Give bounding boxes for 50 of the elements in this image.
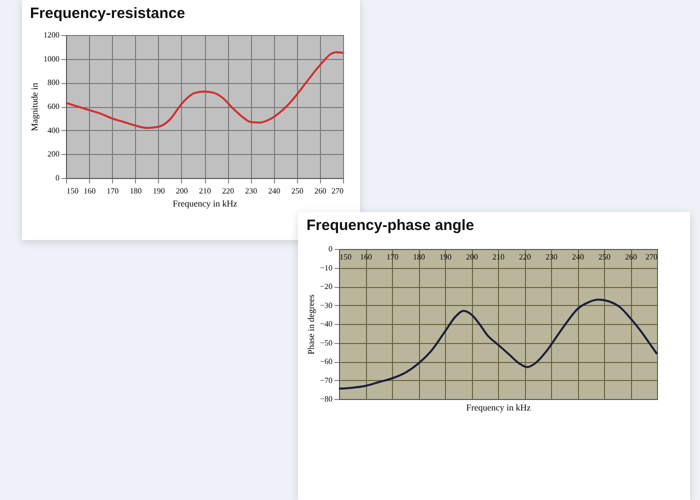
x-tick-label: 250	[598, 252, 610, 262]
y-tick-label: 0	[328, 244, 332, 254]
x-tick-label: 250	[291, 186, 304, 196]
x-tick-label: 240	[572, 252, 584, 262]
y-tick-label: −50	[320, 338, 332, 348]
x-tick-label: 220	[222, 186, 234, 196]
y-tick-label: −20	[320, 282, 332, 291]
y-tick-label: 200	[48, 150, 60, 159]
x-tick-label: 190	[152, 186, 165, 196]
x-tick-label: 270	[646, 252, 658, 262]
x-tick-label: 210	[492, 252, 504, 262]
x-tick-label: 190	[440, 252, 452, 262]
chart-title: Frequency-phase angle	[306, 217, 474, 234]
line-series	[65, 51, 344, 129]
x-axis-title: Frequency in kHz	[466, 402, 531, 412]
x-tick-label: 160	[360, 252, 372, 262]
x-tick-label: 160	[84, 186, 96, 196]
x-tick-label: 180	[130, 186, 142, 196]
y-tick-label: −30	[320, 300, 332, 310]
x-tick-label: 220	[519, 252, 531, 262]
x-tick-label: 150	[340, 252, 352, 262]
y-axis-title: Phase in degrees	[306, 294, 316, 354]
y-tick-label: −80	[320, 394, 332, 404]
x-axis-title: Frequency in kHz	[172, 198, 238, 208]
y-tick-label: 800	[48, 78, 60, 88]
y-tick-label: −60	[320, 357, 332, 366]
x-tick-label: 260	[314, 186, 326, 196]
y-axis-title: Magnitude in	[30, 82, 40, 132]
x-tick-label: 200	[176, 186, 188, 196]
x-tick-label: 150	[66, 186, 78, 196]
y-tick-label: −10	[320, 263, 332, 272]
y-tick-label: −40	[320, 320, 332, 328]
y-tick-label: 0	[56, 174, 60, 182]
x-tick-label: 270	[332, 186, 344, 196]
y-tick-label: 400	[48, 126, 60, 135]
x-tick-label: 240	[268, 186, 280, 196]
x-tick-label: 230	[245, 186, 258, 196]
x-tick-label: 260	[625, 252, 637, 262]
x-tick-label: 170	[386, 252, 398, 262]
y-tick-label: 600	[48, 102, 60, 111]
x-tick-label: 210	[199, 186, 211, 196]
y-tick-label: 1200	[44, 30, 60, 40]
line-series	[338, 298, 658, 390]
y-tick-label: −70	[320, 376, 332, 385]
y-tick-label: 1000	[44, 54, 60, 64]
x-tick-label: 200	[466, 252, 478, 262]
x-tick-label: 230	[546, 252, 558, 262]
x-tick-label: 180	[413, 252, 425, 262]
x-tick-label: 170	[106, 186, 119, 196]
chart-title: Frequency-resistance	[30, 5, 186, 22]
